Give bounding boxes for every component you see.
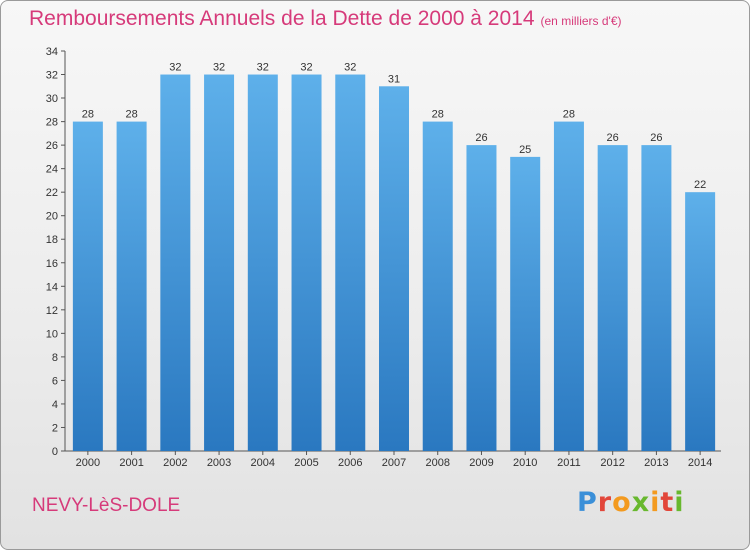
bar-2011 bbox=[553, 121, 584, 452]
bar-2010 bbox=[510, 156, 541, 451]
value-label-2014: 22 bbox=[694, 179, 706, 191]
value-label-2011: 28 bbox=[563, 109, 575, 121]
bar-2009 bbox=[466, 145, 497, 451]
value-label-2013: 26 bbox=[650, 132, 662, 144]
y-tick-label: 22 bbox=[46, 187, 58, 199]
y-tick-label: 6 bbox=[52, 375, 58, 387]
y-tick-label: 4 bbox=[52, 399, 58, 411]
bar-2005 bbox=[291, 74, 322, 451]
value-label-2003: 32 bbox=[213, 62, 225, 74]
x-tick-label-2011: 2011 bbox=[557, 457, 581, 469]
x-tick-label-2003: 2003 bbox=[207, 457, 231, 469]
bar-2001 bbox=[116, 121, 147, 452]
y-tick-label: 24 bbox=[46, 164, 58, 176]
x-tick-label-2006: 2006 bbox=[338, 457, 362, 469]
bar-2003 bbox=[204, 74, 235, 451]
x-tick-label-2007: 2007 bbox=[382, 457, 406, 469]
commune-name: NEVY-LèS-DOLE bbox=[32, 495, 181, 516]
y-tick-label: 28 bbox=[46, 117, 58, 129]
value-label-2004: 32 bbox=[257, 62, 269, 74]
chart-title-text: Remboursements Annuels de la Dette de 20… bbox=[29, 7, 535, 30]
x-tick-label-2012: 2012 bbox=[600, 457, 624, 469]
bar-2007 bbox=[379, 86, 409, 451]
x-tick-label-2009: 2009 bbox=[469, 457, 493, 469]
x-tick-label-2005: 2005 bbox=[294, 457, 318, 469]
y-tick-label: 20 bbox=[46, 211, 58, 223]
x-tick-label-2000: 2000 bbox=[76, 457, 100, 469]
value-label-2007: 31 bbox=[388, 73, 400, 85]
y-tick-label: 8 bbox=[52, 352, 58, 364]
value-label-2000: 28 bbox=[82, 109, 94, 121]
x-tick-label-2001: 2001 bbox=[119, 457, 143, 469]
bar-2002 bbox=[160, 74, 191, 451]
y-tick-label: 12 bbox=[46, 305, 58, 317]
value-label-2006: 32 bbox=[344, 62, 356, 74]
value-label-2008: 28 bbox=[432, 109, 444, 121]
bar-2013 bbox=[641, 145, 672, 451]
value-label-2001: 28 bbox=[125, 109, 137, 121]
value-label-2009: 26 bbox=[475, 132, 487, 144]
bar-2004 bbox=[247, 74, 278, 451]
y-tick-label: 26 bbox=[46, 140, 58, 152]
proxiti-logo: Proxiti bbox=[577, 487, 685, 518]
bars bbox=[72, 74, 716, 452]
y-tick-label: 16 bbox=[46, 258, 58, 270]
bar-2012 bbox=[597, 145, 628, 451]
y-tick-label: 34 bbox=[46, 46, 58, 58]
x-tick-label-2008: 2008 bbox=[425, 457, 449, 469]
bar-2014 bbox=[685, 192, 716, 452]
y-tick-label: 32 bbox=[46, 70, 58, 82]
y-tick-label: 30 bbox=[46, 93, 58, 105]
x-tick-label-2004: 2004 bbox=[251, 457, 275, 469]
y-tick-label: 0 bbox=[52, 446, 58, 458]
x-tick-label-2002: 2002 bbox=[163, 457, 187, 469]
y-tick-label: 2 bbox=[52, 422, 58, 434]
y-tick-label: 10 bbox=[46, 328, 58, 340]
bar-2008 bbox=[422, 121, 453, 452]
value-label-2012: 26 bbox=[607, 132, 619, 144]
value-label-2002: 32 bbox=[169, 62, 181, 74]
x-tick-label-2013: 2013 bbox=[644, 457, 668, 469]
x-tick-label-2014: 2014 bbox=[688, 457, 712, 469]
value-labels: 28 28 32 32 32 32 32 31 28 26 25 28 26 26 22 bbox=[82, 62, 707, 192]
y-tick-label: 14 bbox=[46, 281, 58, 293]
bar-2006 bbox=[335, 74, 366, 451]
bar-2000 bbox=[72, 121, 103, 452]
chart-title: Remboursements Annuels de la Dette de 20… bbox=[29, 7, 622, 31]
value-label-2005: 32 bbox=[300, 62, 312, 74]
y-tick-label: 18 bbox=[46, 234, 58, 246]
x-tick-label-2010: 2010 bbox=[513, 457, 537, 469]
value-label-2010: 25 bbox=[519, 144, 531, 156]
chart-unit: (en milliers d'€) bbox=[540, 14, 622, 28]
